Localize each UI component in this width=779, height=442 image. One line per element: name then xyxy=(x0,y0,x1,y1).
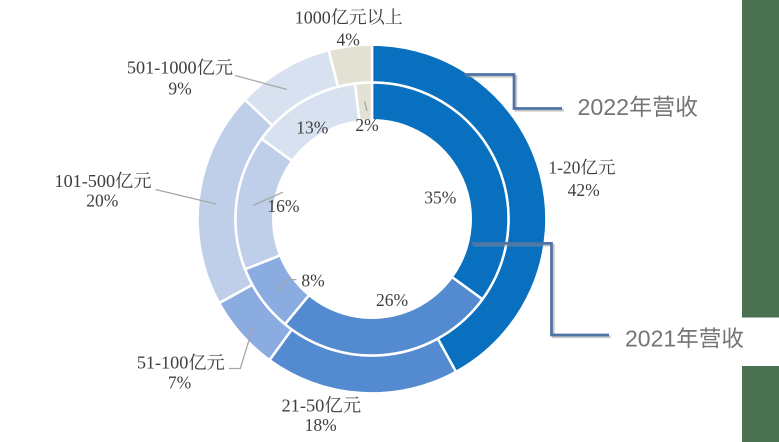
svg-text:51-100: 51-100 xyxy=(137,353,189,373)
svg-text:101-500: 101-500 xyxy=(54,171,115,191)
svg-text:20%: 20% xyxy=(86,191,118,211)
svg-text:2%: 2% xyxy=(355,115,378,135)
svg-text:501-1000: 501-1000 xyxy=(127,58,197,78)
svg-text:4%: 4% xyxy=(337,29,360,49)
svg-text:1-20: 1-20 xyxy=(548,157,580,177)
svg-text:42%: 42% xyxy=(568,180,600,200)
svg-text:35%: 35% xyxy=(424,187,456,207)
svg-text:18%: 18% xyxy=(305,415,337,435)
svg-text:8%: 8% xyxy=(301,270,324,290)
svg-text:13%: 13% xyxy=(296,117,328,137)
svg-text:16%: 16% xyxy=(267,196,299,216)
svg-text:9%: 9% xyxy=(168,79,191,99)
svg-text:7%: 7% xyxy=(168,372,191,392)
svg-text:26%: 26% xyxy=(376,290,408,310)
svg-text:1000: 1000 xyxy=(295,7,331,27)
svg-text:21-50: 21-50 xyxy=(281,395,324,415)
svg-text:2022: 2022 xyxy=(578,94,630,120)
svg-text:2021: 2021 xyxy=(625,325,676,351)
